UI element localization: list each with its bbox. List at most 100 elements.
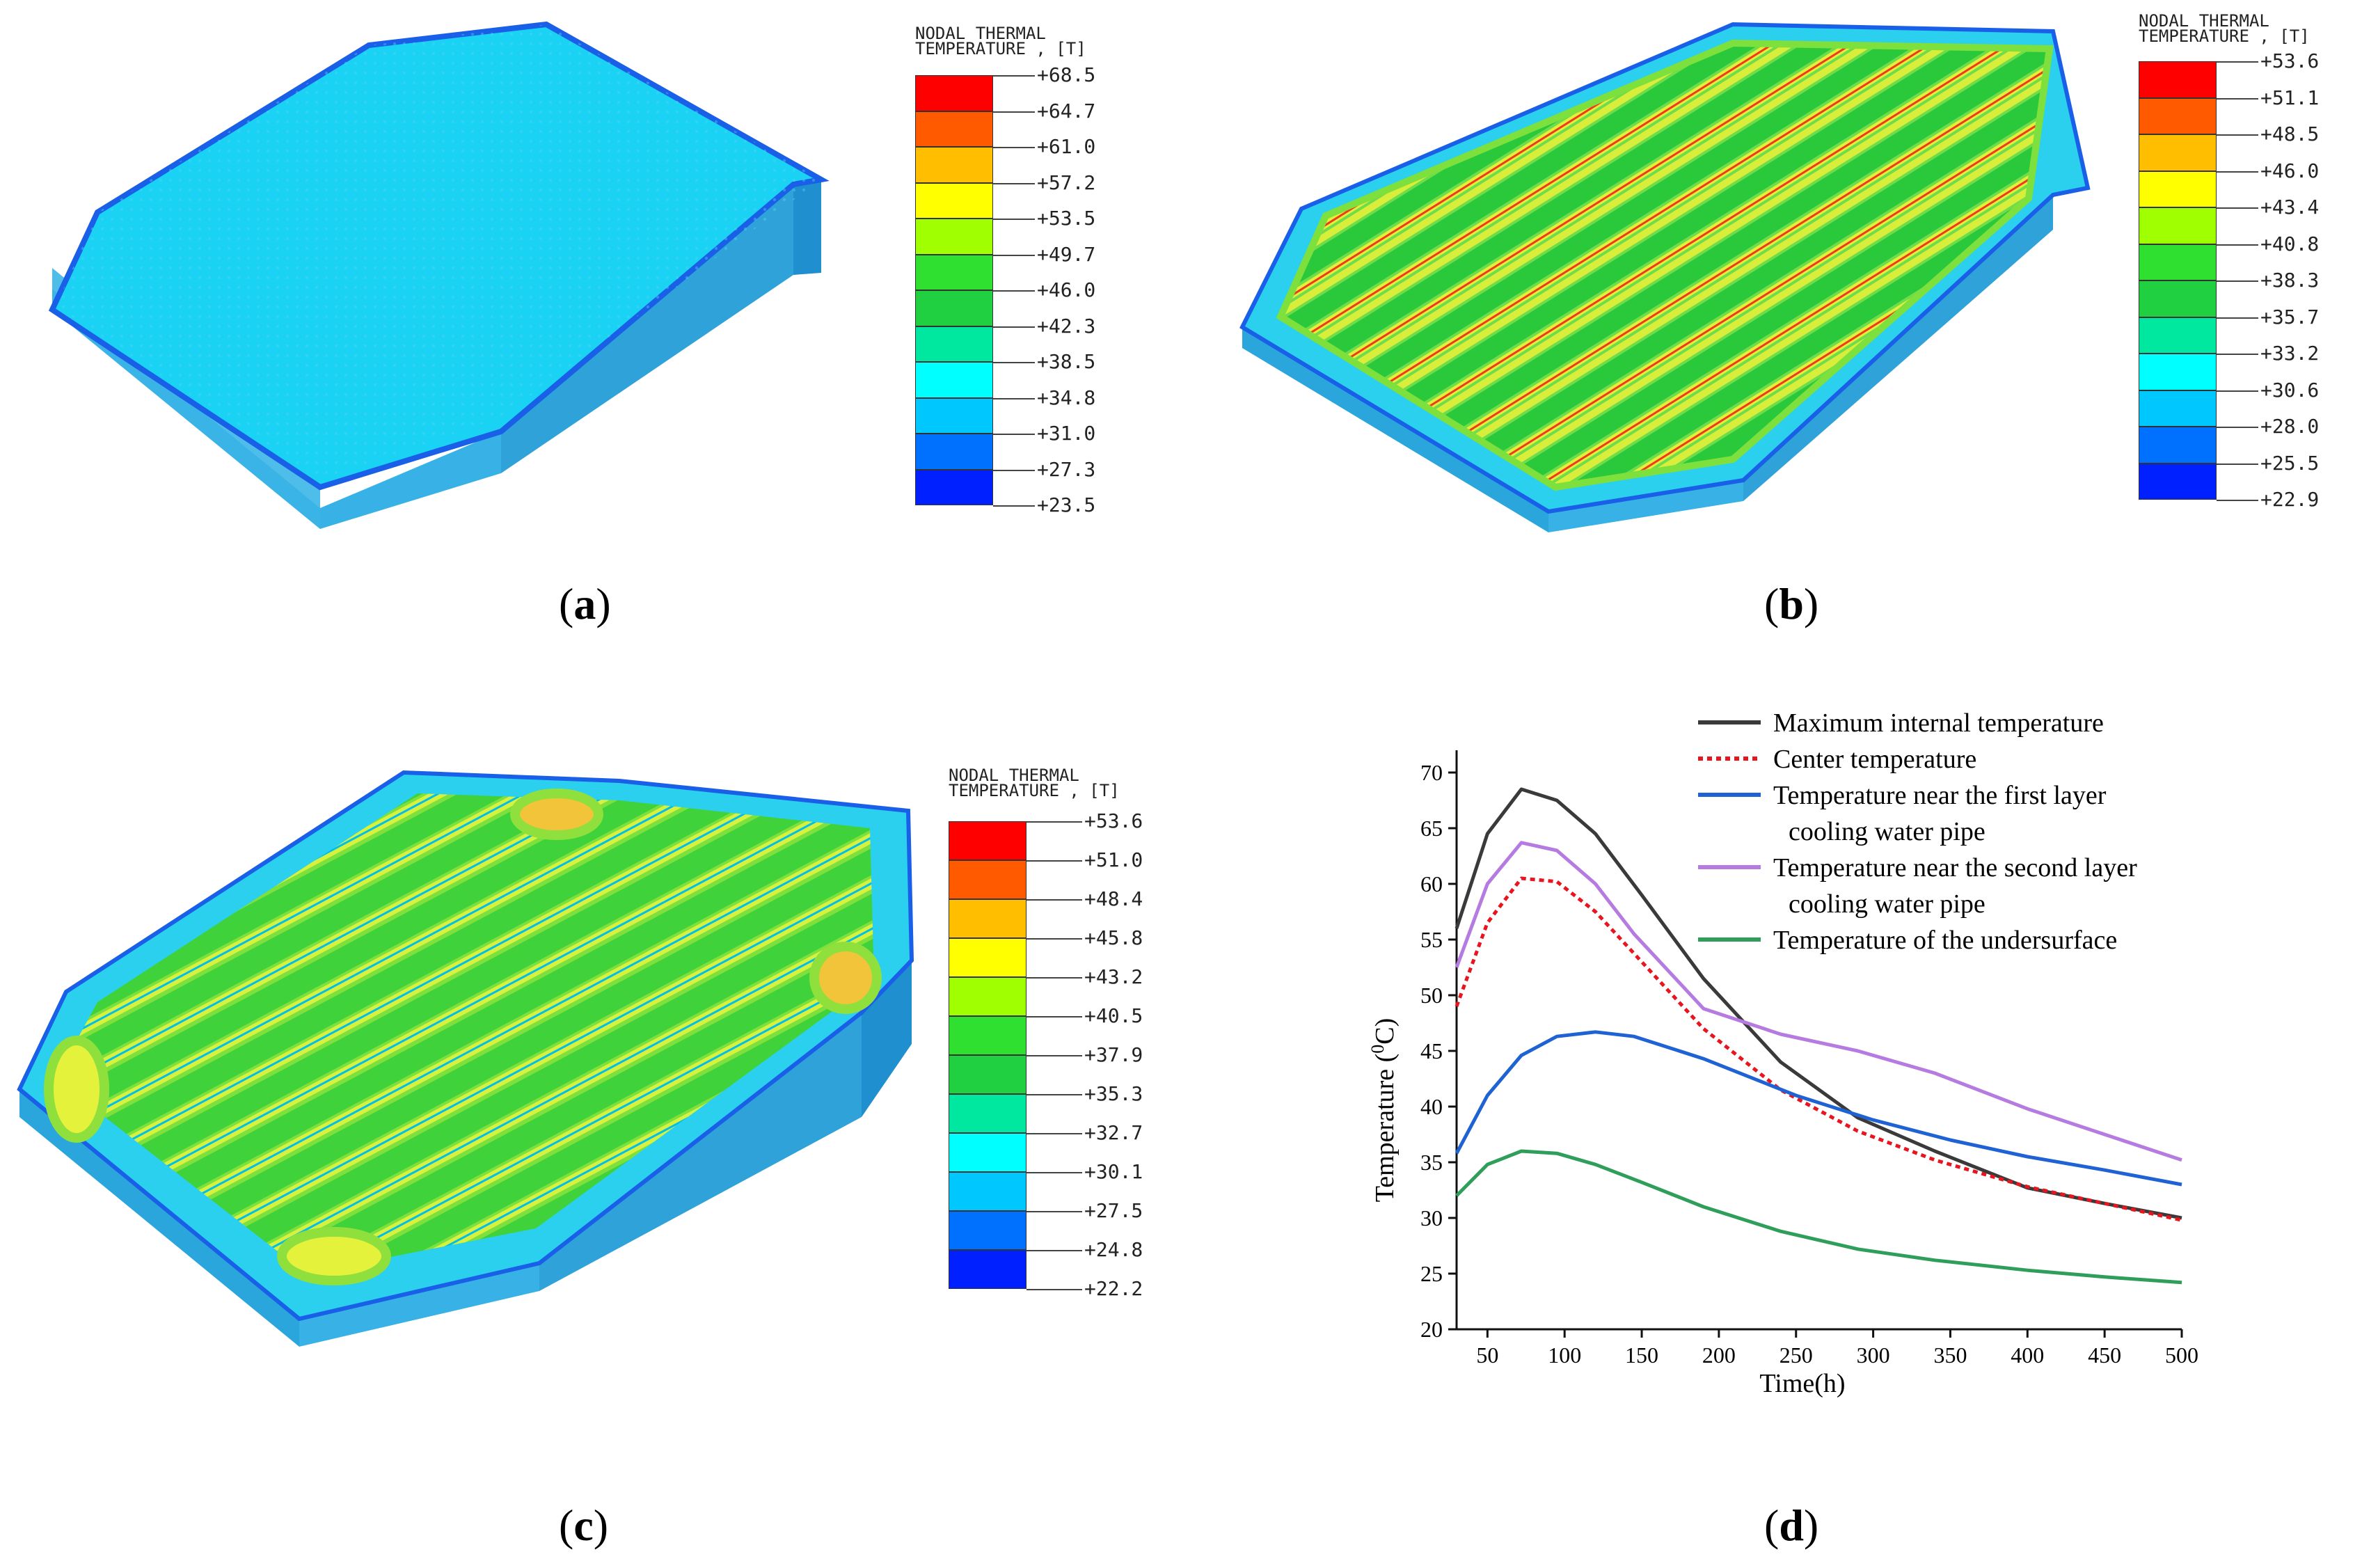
caption-letter: c	[573, 1500, 594, 1550]
colorbar-swatch	[2139, 244, 2217, 280]
colorbar-tick	[2217, 61, 2258, 63]
colorbar-label: +22.2	[1084, 1277, 1143, 1300]
caption-letter: b	[1779, 579, 1804, 628]
colorbar-label: +48.4	[1084, 887, 1143, 910]
colorbar-swatch	[2139, 390, 2217, 427]
colorbar-swatch	[2139, 134, 2217, 171]
colorbar-title-line1: NODAL THERMAL	[915, 24, 1046, 43]
colorbar-swatch	[949, 977, 1027, 1016]
colorbar-label: +32.7	[1084, 1121, 1143, 1144]
colorbar-label: +43.4	[2260, 196, 2320, 219]
colorbar-legend-c: NODAL THERMAL TEMPERATURE , [T] +53.6 +51…	[949, 767, 1199, 1299]
colorbar-swatch	[949, 1172, 1027, 1211]
colorbar-tick	[993, 469, 1035, 471]
colorbar-swatch	[2139, 463, 2217, 500]
colorbar-swatch	[915, 397, 993, 434]
colorbar-swatch	[915, 147, 993, 183]
caption-d: (d)	[1764, 1500, 1819, 1550]
colorbar-swatch	[949, 1016, 1027, 1055]
colorbar-swatch	[949, 1094, 1027, 1133]
colorbar-swatch	[915, 75, 993, 111]
y-tick-label: 70	[1420, 760, 1443, 785]
colorbar-swatch	[915, 219, 993, 255]
x-tick-label: 50	[1476, 1343, 1498, 1368]
colorbar-label: +27.5	[1084, 1199, 1143, 1222]
colorbar-label: +53.6	[1084, 809, 1143, 832]
x-tick-label: 450	[2088, 1343, 2121, 1368]
x-axis-label: Time(h)	[1759, 1369, 1845, 1398]
colorbar-tick	[1027, 938, 1082, 940]
colorbar-tick	[1027, 1250, 1082, 1251]
colorbar-title-line1: NODAL THERMAL	[949, 766, 1079, 785]
colorbar-label: +61.0	[1037, 135, 1096, 158]
colorbar-label: +46.0	[2260, 159, 2320, 182]
caption-letter: d	[1779, 1500, 1804, 1550]
colorbar-label: +46.0	[1037, 278, 1096, 301]
colorbar-swatch	[2139, 354, 2217, 390]
series-line-1	[1455, 876, 2182, 1222]
colorbar-swatch	[2139, 427, 2217, 464]
colorbar-tick	[2217, 463, 2258, 465]
colorbar-label: +40.8	[2260, 232, 2320, 255]
colorbar-swatch	[949, 1055, 1027, 1094]
colorbar-label: +30.1	[1084, 1160, 1143, 1183]
colorbar-swatch	[915, 254, 993, 290]
colorbar-swatch	[949, 1133, 1027, 1172]
colorbar-swatch	[915, 469, 993, 505]
colorbar-tick	[2217, 427, 2258, 428]
colorbar-swatch	[915, 111, 993, 147]
colorbar-label: +51.0	[1084, 848, 1143, 871]
x-tick-label: 150	[1625, 1343, 1658, 1368]
colorbar-tick	[1027, 1094, 1082, 1095]
colorbar-label: +64.7	[1037, 99, 1096, 122]
colorbar-tick	[993, 505, 1035, 507]
colorbar-legend-a: NODAL THERMAL TEMPERATURE , [T] +68.5 +64…	[915, 25, 1166, 526]
legend-label: Temperature near the first layer	[1773, 781, 2107, 810]
colorbar-label: +38.5	[1037, 350, 1096, 373]
legend-label: Temperature of the undersurface	[1773, 926, 2117, 955]
colorbar-title-line2: TEMPERATURE , [T]	[915, 39, 1086, 58]
legend-label-line2: cooling water pipe	[1789, 817, 1985, 846]
chart-series	[1455, 787, 2182, 1285]
colorbar-tick	[993, 362, 1035, 363]
colorbar-tick	[2217, 97, 2258, 100]
colorbar-tick	[1027, 1133, 1082, 1134]
y-tick-label: 65	[1420, 816, 1443, 841]
colorbar-tick	[1027, 977, 1082, 979]
colorbar-label: +49.7	[1037, 242, 1096, 266]
colorbar-swatch	[949, 899, 1027, 938]
colorbar-label: +68.5	[1037, 63, 1096, 86]
colorbar-swatch	[949, 1211, 1027, 1250]
x-tick-label: 300	[1857, 1343, 1890, 1368]
colorbar-swatch	[2139, 61, 2217, 98]
colorbar-tick	[1027, 1172, 1082, 1173]
y-axis-label-end: C)	[1370, 1018, 1400, 1045]
colorbar-label: +43.2	[1084, 965, 1143, 988]
colorbar-tick	[2217, 280, 2258, 282]
caption-letter: a	[573, 579, 596, 628]
colorbar-label: +48.5	[2260, 122, 2320, 145]
colorbar-tick	[2217, 207, 2258, 209]
colorbar-label: +53.6	[2260, 49, 2320, 72]
y-axis-label: Temperature (0C)	[1368, 1018, 1400, 1203]
colorbar-tick	[993, 290, 1035, 292]
chart-legend: Maximum internal temperature Center tempe…	[1698, 708, 2137, 955]
y-tick-label: 35	[1420, 1150, 1443, 1175]
y-tick-label: 60	[1420, 871, 1443, 896]
colorbar-label: +53.5	[1037, 207, 1096, 230]
colorbar-tick	[2217, 390, 2258, 392]
colorbar-label: +31.0	[1037, 422, 1096, 445]
x-tick-label: 250	[1780, 1343, 1813, 1368]
colorbar-swatch	[915, 362, 993, 398]
colorbar-swatch	[2139, 280, 2217, 317]
x-tick-label: 400	[2011, 1343, 2044, 1368]
colorbar-label: +51.1	[2260, 86, 2320, 109]
colorbar-tick	[993, 219, 1035, 220]
colorbar-label: +34.8	[1037, 386, 1096, 409]
colorbar-swatch	[915, 290, 993, 326]
colorbar-swatch	[2139, 97, 2217, 134]
y-tick-label: 40	[1420, 1094, 1443, 1119]
colorbar-label: +27.3	[1037, 457, 1096, 481]
colorbar-tick	[1027, 1289, 1082, 1290]
colorbar-label: +57.2	[1037, 171, 1096, 194]
